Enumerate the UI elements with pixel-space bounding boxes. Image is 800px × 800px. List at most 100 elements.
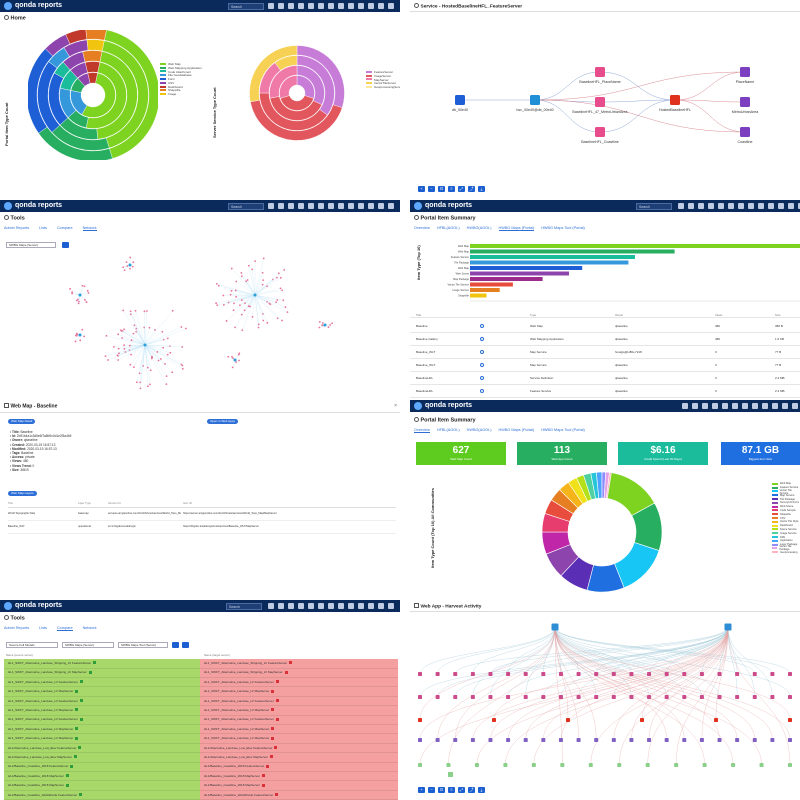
network-node[interactable]	[74, 334, 77, 337]
network-node[interactable]	[262, 257, 265, 260]
network-node[interactable]	[222, 303, 225, 306]
item-node-icon[interactable]	[788, 695, 792, 699]
tab-hwbg-maps-portal[interactable]: HWBG Maps (Portal)	[498, 226, 535, 231]
network-node[interactable]	[184, 327, 187, 330]
network-node[interactable]	[318, 320, 321, 323]
network-node[interactable]	[181, 346, 184, 348]
network-node[interactable]	[237, 353, 240, 356]
tab-lists[interactable]: Lists	[39, 226, 47, 230]
info-icon[interactable]	[480, 349, 484, 354]
item-node-icon[interactable]	[735, 738, 740, 742]
item-node-icon[interactable]	[699, 672, 704, 676]
network-node[interactable]	[171, 309, 174, 312]
item-node-icon[interactable]	[588, 763, 593, 767]
info-icon[interactable]	[480, 336, 484, 341]
network-node[interactable]	[241, 329, 244, 332]
table-row[interactable]: BaselineHFL Service Definition qbaseline 0 2…	[410, 372, 800, 385]
item-node-icon[interactable]	[788, 718, 792, 722]
search-input[interactable]: Search	[228, 202, 264, 210]
network-node[interactable]	[126, 265, 129, 267]
network-node[interactable]	[229, 293, 232, 296]
network-node[interactable]	[240, 275, 243, 278]
tab-hwbg-maps-portal[interactable]: HWBG Maps (Portal)	[498, 428, 535, 432]
network-node[interactable]	[329, 324, 332, 326]
item-node-icon[interactable]	[752, 672, 757, 676]
compare-row[interactable]: HL1_SWFT_Alternative_Landuse_LV MapServe…	[200, 734, 398, 744]
portal-icon[interactable]	[298, 3, 304, 9]
network-node[interactable]	[262, 319, 265, 322]
compare-row[interactable]: HL1/Baseline_Coastline_2018 MapServer	[200, 781, 398, 791]
link-icon[interactable]	[748, 203, 754, 209]
network-icon[interactable]	[692, 403, 698, 409]
item-node-icon[interactable]	[558, 672, 563, 676]
compare-row[interactable]: HL1_SWFT_Alternative_Landuse_LV FeatureS…	[200, 678, 398, 688]
network-node[interactable]	[132, 261, 135, 264]
link-icon[interactable]	[338, 603, 344, 609]
tab-lists[interactable]: Lists	[39, 626, 47, 630]
network-node[interactable]	[165, 375, 168, 378]
app-node-icon[interactable]	[551, 623, 559, 631]
network-node[interactable]	[275, 301, 278, 304]
network-icon[interactable]	[278, 203, 284, 209]
network-node[interactable]	[276, 299, 279, 301]
network-node[interactable]	[230, 289, 233, 292]
network-node[interactable]	[81, 328, 84, 331]
portal-icon[interactable]	[712, 403, 718, 409]
item-node-icon[interactable]	[647, 672, 652, 676]
item-node-icon[interactable]	[506, 738, 511, 742]
map-icon[interactable]	[308, 203, 314, 209]
network-node[interactable]	[119, 329, 122, 332]
fit-button[interactable]: ⊡	[438, 186, 445, 192]
item-node-icon[interactable]	[717, 695, 722, 699]
network-node[interactable]	[107, 359, 109, 361]
network-node[interactable]	[146, 310, 148, 312]
grid-icon[interactable]	[378, 603, 384, 609]
network-node[interactable]	[239, 304, 241, 307]
layout-button[interactable]: ≡	[448, 186, 455, 192]
network-node[interactable]	[134, 309, 137, 312]
open-web-apps-button[interactable]: Open in Web Apps	[207, 419, 238, 424]
network-node[interactable]	[283, 268, 286, 271]
network-node[interactable]	[131, 265, 134, 268]
network-node[interactable]	[117, 359, 119, 361]
network-node[interactable]	[215, 283, 218, 285]
layers-icon[interactable]	[328, 3, 334, 9]
item-node-icon[interactable]	[640, 718, 644, 722]
layers-icon[interactable]	[328, 603, 334, 609]
item-node-icon[interactable]	[492, 718, 496, 722]
network-node[interactable]	[257, 323, 260, 326]
network-icon[interactable]	[278, 603, 284, 609]
network-node[interactable]	[165, 383, 168, 385]
map-icon[interactable]	[308, 603, 314, 609]
tools-icon[interactable]	[348, 3, 354, 9]
item-node-icon[interactable]	[541, 695, 546, 699]
network-node[interactable]	[83, 335, 86, 338]
item-node-icon[interactable]	[523, 695, 528, 699]
network-node[interactable]	[74, 340, 77, 343]
compare-row[interactable]: HL1_SWFT_Alternative_Landuse_Shipping_LV…	[4, 668, 200, 678]
table-row[interactable]: Baseline Gallery Web Mapping Application q…	[410, 333, 800, 346]
link-icon[interactable]	[338, 203, 344, 209]
network-node[interactable]	[104, 355, 107, 358]
tab-network[interactable]: Network	[82, 226, 97, 231]
network-node[interactable]	[216, 304, 219, 306]
network-node[interactable]	[121, 337, 124, 339]
network-node[interactable]	[215, 302, 218, 305]
network-icon[interactable]	[688, 203, 694, 209]
close-icon[interactable]: ×	[394, 403, 397, 409]
item-node-icon[interactable]	[752, 738, 757, 742]
map-icon[interactable]	[718, 203, 724, 209]
network-node[interactable]	[238, 359, 241, 362]
item-node-icon[interactable]	[788, 672, 792, 676]
chart-icon[interactable]	[358, 3, 364, 9]
graph-toolbar[interactable]: + − ⊡ ≡ ⤢ ⤴ ⤓	[418, 186, 485, 192]
network-node[interactable]	[269, 303, 272, 306]
network-node[interactable]	[240, 299, 243, 302]
home-icon[interactable]	[682, 403, 688, 409]
item-node-icon[interactable]	[541, 672, 546, 676]
network-node[interactable]	[266, 321, 269, 324]
item-node-icon[interactable]	[470, 695, 475, 699]
network-node[interactable]	[125, 261, 128, 263]
network-node[interactable]	[105, 334, 108, 337]
item-node-icon[interactable]	[523, 672, 528, 676]
